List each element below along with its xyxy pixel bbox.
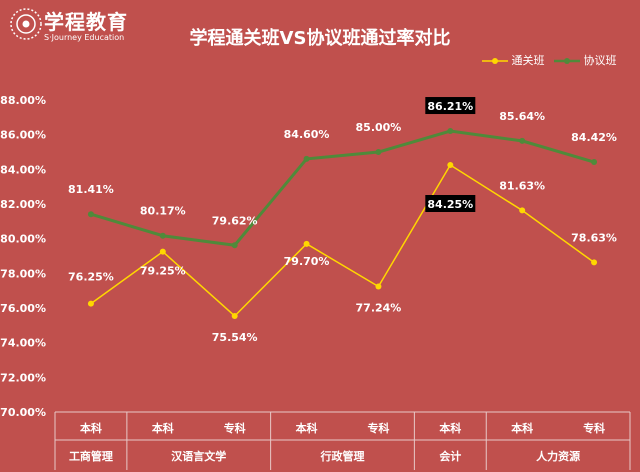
x-category-label: 本科 (80, 421, 102, 435)
data-point-1 (591, 159, 598, 166)
data-label: 77.24% (356, 302, 402, 315)
y-tick-label: 76.00% (0, 302, 46, 315)
data-point-0 (303, 240, 310, 247)
y-tick-label: 88.00% (0, 94, 46, 107)
x-group-label: 会计 (439, 449, 461, 463)
y-tick-label: 86.00% (0, 129, 46, 142)
x-group-label: 汉语言文学 (171, 449, 226, 463)
data-point-0 (231, 312, 238, 319)
data-point-0 (447, 162, 454, 168)
x-category-label: 本科 (511, 421, 533, 435)
x-category-label: 专科 (224, 421, 246, 435)
y-tick-label: 84.00% (0, 163, 46, 176)
chart-title: 学程通关班VS协议班通过率对比 (189, 28, 451, 49)
data-label: 76.25% (68, 271, 114, 284)
data-label: 81.63% (499, 179, 545, 192)
data-label: 78.63% (571, 231, 617, 244)
data-label: 86.21% (427, 100, 473, 113)
data-label: 84.42% (571, 131, 617, 144)
legend-label-tongguan: 通关班 (511, 54, 545, 67)
chart-legend: 通关班 协议班 (482, 52, 623, 68)
data-label: 81.41% (68, 183, 114, 196)
x-category-label: 专科 (583, 421, 605, 435)
brand-subtitle: S·Journey Education (44, 33, 125, 42)
brand-name: 学程教育 (44, 10, 128, 34)
legend-swatch-xieyi (554, 58, 580, 64)
data-label: 84.60% (284, 128, 330, 141)
data-label: 85.00% (356, 121, 402, 134)
data-point-0 (375, 283, 382, 290)
legend-swatch-tongguan (482, 58, 508, 64)
data-point-0 (159, 248, 166, 255)
series-line-1 (90, 129, 595, 247)
logo-icon (10, 8, 42, 40)
x-category-label: 专科 (367, 421, 389, 435)
data-label-highlight (425, 195, 476, 212)
data-label: 84.25% (427, 198, 473, 211)
x-category-label: 本科 (296, 421, 318, 435)
y-tick-label: 72.00% (0, 371, 46, 384)
data-label: 79.62% (212, 214, 258, 227)
y-tick-label: 82.00% (0, 198, 46, 211)
data-label: 79.25% (140, 265, 186, 278)
legend-item-tongguan: 通关班 (482, 52, 545, 68)
data-point-1 (519, 137, 526, 144)
data-label: 75.54% (212, 331, 258, 344)
brand-logo (8, 6, 168, 56)
data-point-0 (519, 207, 526, 214)
data-point-0 (591, 259, 598, 266)
data-label: 80.17% (140, 205, 186, 218)
data-label: 85.64% (499, 110, 545, 123)
data-label-highlight (425, 97, 476, 115)
data-point-1 (303, 155, 310, 162)
data-point-1 (375, 149, 382, 155)
data-point-1 (231, 242, 238, 249)
series-line-0 (90, 163, 595, 318)
y-tick-label: 70.00% (0, 406, 46, 419)
x-group-label: 人力资源 (536, 449, 580, 463)
legend-item-xieyi: 协议班 (554, 52, 617, 68)
y-tick-label: 80.00% (0, 233, 46, 246)
legend-label-xieyi: 协议班 (583, 54, 617, 67)
data-point-1 (87, 211, 94, 218)
x-category-label: 本科 (439, 421, 461, 435)
data-point-0 (87, 300, 94, 307)
x-group-label: 行政管理 (320, 449, 365, 463)
y-tick-label: 78.00% (0, 267, 46, 280)
data-point-1 (159, 232, 166, 239)
data-point-1 (447, 128, 454, 135)
x-category-label: 本科 (152, 421, 174, 435)
x-group-label: 工商管理 (69, 449, 113, 463)
y-tick-label: 74.00% (0, 337, 46, 350)
data-label: 79.70% (284, 255, 330, 268)
